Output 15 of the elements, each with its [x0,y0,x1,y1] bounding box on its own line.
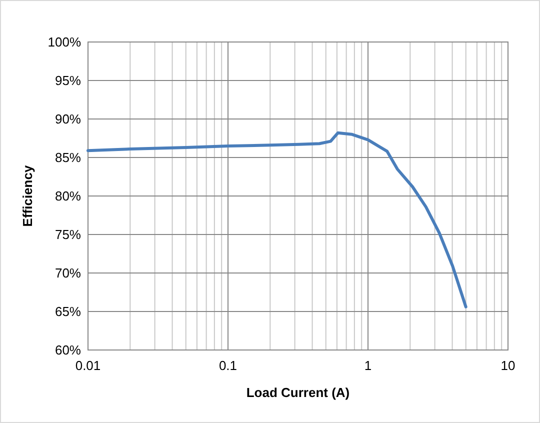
y-tick-label: 90% [54,112,82,126]
y-tick-label: 100% [48,34,82,50]
x-tick-label: 0.1 [218,358,238,373]
x-tick-label: 0.01 [75,358,101,373]
y-tick-label: 60% [54,342,82,358]
y-tick-label: 85% [54,150,82,165]
x-tick-label: 1 [364,358,372,373]
y-tick-label: 95% [54,73,82,88]
y-tick-label: 65% [54,304,82,319]
y-tick-label: 70% [54,266,82,280]
x-axis-title: Load Current (A) [246,385,350,400]
x-tick-label: 10 [500,358,516,373]
y-tick-label: 80% [54,188,82,204]
y-tick-label: 75% [54,227,82,242]
y-axis-title: Efficiency [20,164,35,227]
